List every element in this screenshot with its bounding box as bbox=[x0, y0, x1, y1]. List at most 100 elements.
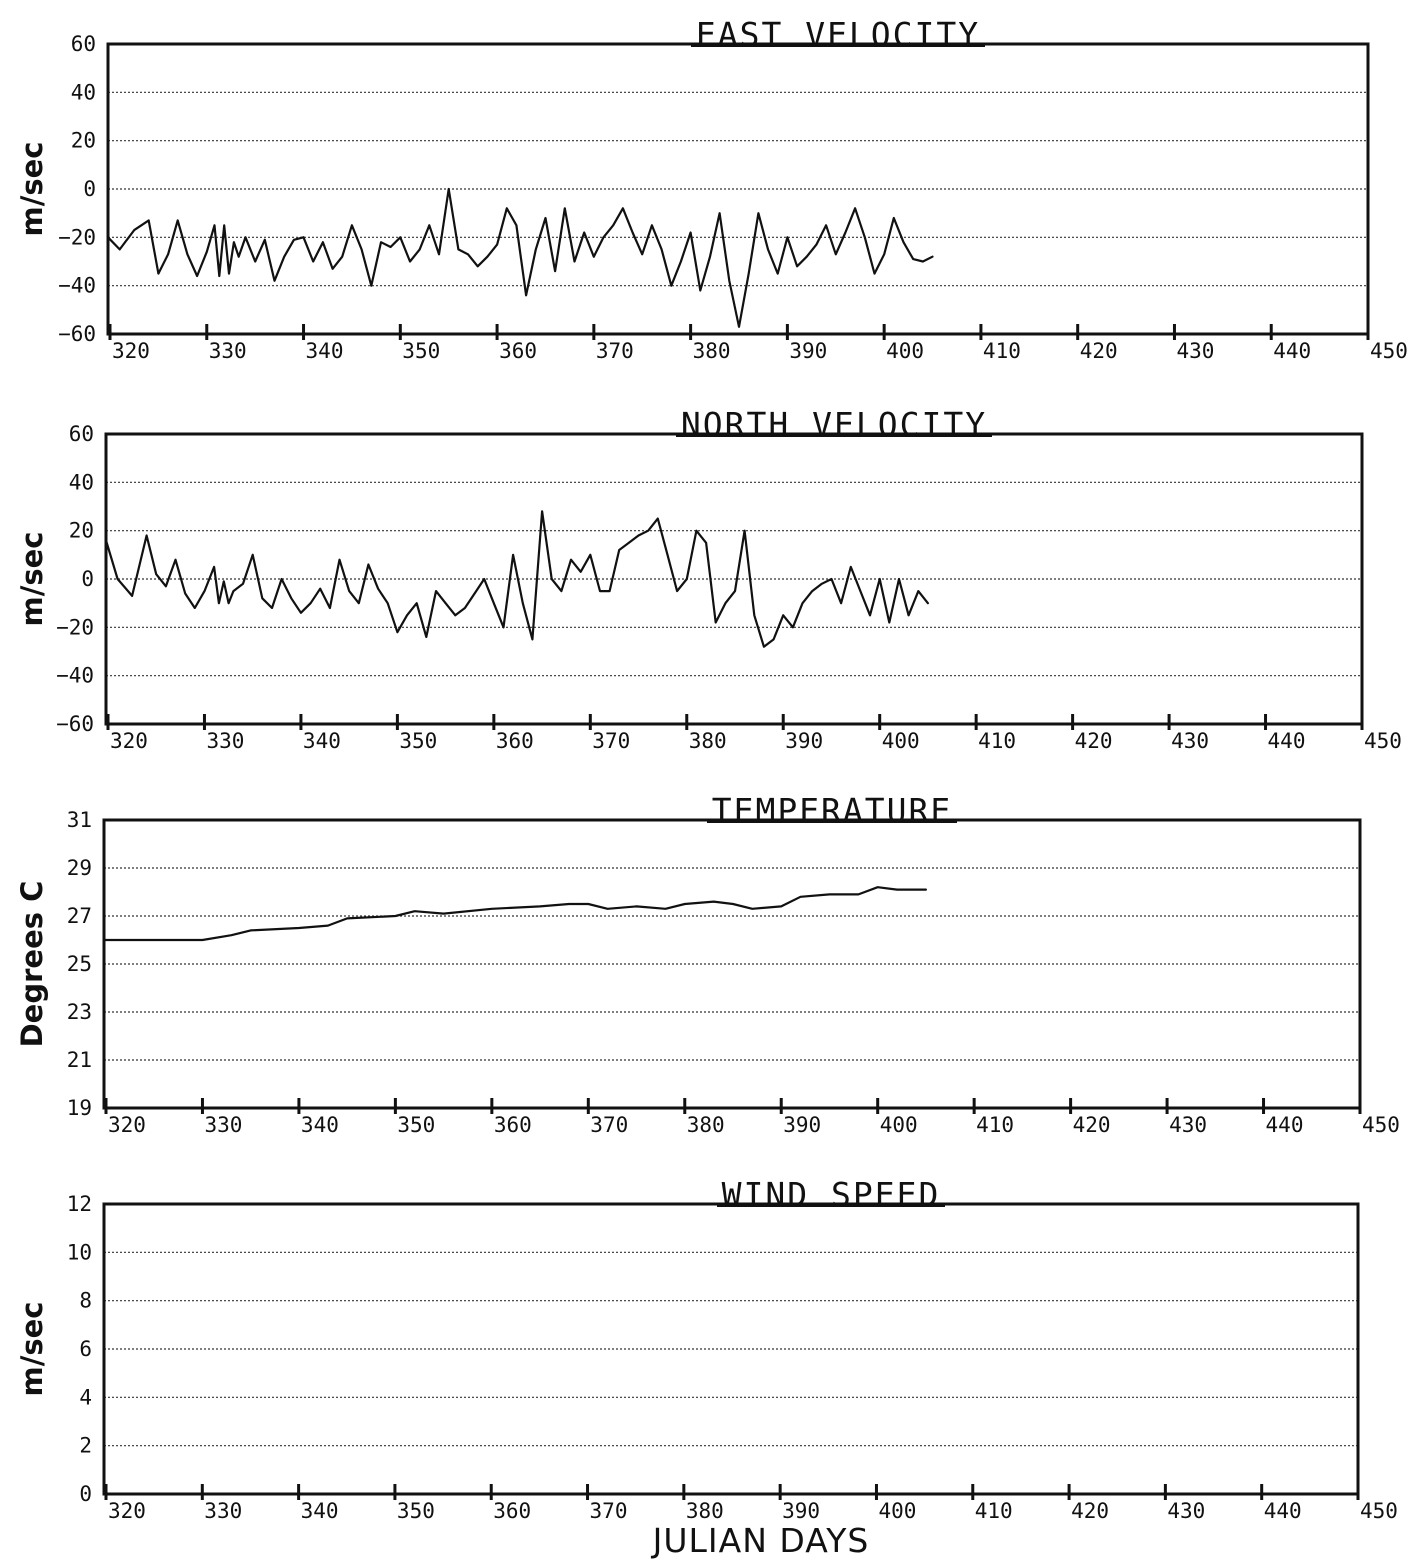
y-tick-label: 10 bbox=[67, 1240, 92, 1264]
y-tick-label: 2 bbox=[79, 1434, 92, 1458]
x-tick-label: 370 bbox=[592, 729, 630, 753]
y-tick-label: −60 bbox=[58, 322, 96, 346]
x-tick-label: 360 bbox=[496, 729, 534, 753]
x-tick-label: 380 bbox=[689, 729, 727, 753]
x-tick-label: 330 bbox=[204, 1113, 242, 1137]
y-tick-label: −40 bbox=[58, 274, 96, 298]
x-tick-label: 370 bbox=[590, 1499, 628, 1523]
x-tick-label: 330 bbox=[204, 1499, 242, 1523]
x-tick-label: 340 bbox=[301, 1113, 339, 1137]
x-tick-label: 430 bbox=[1176, 339, 1214, 363]
y-tick-label: 20 bbox=[71, 129, 96, 153]
x-tick-label: 390 bbox=[789, 339, 827, 363]
y-tick-label: 0 bbox=[81, 567, 94, 591]
x-tick-label: 430 bbox=[1171, 729, 1209, 753]
y-tick-label: 23 bbox=[67, 1000, 92, 1024]
y-tick-label: 0 bbox=[79, 1482, 92, 1506]
x-tick-label: 400 bbox=[878, 1499, 916, 1523]
x-axis-label: JULIAN DAYS bbox=[651, 1521, 870, 1560]
y-tick-label: 20 bbox=[69, 519, 94, 543]
y-tick-label: 21 bbox=[67, 1048, 92, 1072]
x-tick-label: 450 bbox=[1364, 729, 1402, 753]
x-tick-label: 390 bbox=[785, 729, 823, 753]
series-line bbox=[106, 511, 928, 646]
x-tick-label: 350 bbox=[399, 729, 437, 753]
y-tick-label: 27 bbox=[67, 904, 92, 928]
y-tick-label: 6 bbox=[79, 1337, 92, 1361]
x-tick-label: 450 bbox=[1370, 339, 1408, 363]
chart-title: NORTH VELOCITY bbox=[681, 405, 987, 444]
y-tick-label: −20 bbox=[58, 225, 96, 249]
x-tick-label: 410 bbox=[975, 1499, 1013, 1523]
x-tick-label: 360 bbox=[494, 1113, 532, 1137]
x-tick-label: 320 bbox=[110, 729, 148, 753]
y-tick-label: 40 bbox=[71, 80, 96, 104]
x-tick-label: 430 bbox=[1169, 1113, 1207, 1137]
x-tick-label: 440 bbox=[1273, 339, 1311, 363]
x-tick-label: 350 bbox=[397, 1113, 435, 1137]
series-line bbox=[108, 189, 933, 327]
panel-east-velocity: 60 40 20 0 −20 −40 −60 320 330 340 350 360 370 380 390… bbox=[15, 15, 1408, 363]
x-tick-label: 440 bbox=[1264, 1499, 1302, 1523]
y-tick-label: 19 bbox=[67, 1096, 92, 1120]
x-tick-label: 420 bbox=[1080, 339, 1118, 363]
x-tick-label: 400 bbox=[880, 1113, 918, 1137]
y-tick-label: 25 bbox=[67, 952, 92, 976]
x-tick-label: 410 bbox=[978, 729, 1016, 753]
y-tick-label: 0 bbox=[83, 177, 96, 201]
x-tick-label: 440 bbox=[1266, 1113, 1304, 1137]
x-tick-label: 340 bbox=[303, 729, 341, 753]
chart-title: WIND SPEED bbox=[722, 1175, 941, 1214]
x-tick-label: 450 bbox=[1362, 1113, 1400, 1137]
y-axis-label: Degrees C bbox=[15, 881, 49, 1048]
y-axis-label: m/sec bbox=[15, 1302, 49, 1397]
x-tick-label: 390 bbox=[783, 1113, 821, 1137]
y-tick-label: 4 bbox=[79, 1385, 92, 1409]
x-tick-label: 380 bbox=[686, 1499, 724, 1523]
chart-title: TEMPERATURE bbox=[712, 791, 953, 830]
x-tick-label: 420 bbox=[1073, 1113, 1111, 1137]
x-tick-label: 390 bbox=[782, 1499, 820, 1523]
panel-temperature: 31 29 27 25 23 21 19 320 330 340 350 360 370 380 390 40… bbox=[15, 791, 1400, 1137]
x-tick-label: 370 bbox=[590, 1113, 628, 1137]
y-tick-label: −20 bbox=[56, 615, 94, 639]
x-tick-label: 340 bbox=[306, 339, 344, 363]
x-tick-label: 320 bbox=[112, 339, 150, 363]
x-tick-label: 450 bbox=[1360, 1499, 1398, 1523]
y-axis-label: m/sec bbox=[15, 532, 49, 627]
y-tick-label: 29 bbox=[67, 856, 92, 880]
x-tick-label: 370 bbox=[596, 339, 634, 363]
y-tick-label: 31 bbox=[67, 808, 92, 832]
x-tick-label: 380 bbox=[693, 339, 731, 363]
x-tick-label: 330 bbox=[209, 339, 247, 363]
x-tick-label: 340 bbox=[301, 1499, 339, 1523]
x-tick-label: 400 bbox=[882, 729, 920, 753]
panel-north-velocity: 60 40 20 0 −20 −40 −60 320 330 340 350 360 370 380 390… bbox=[15, 405, 1402, 753]
x-tick-label: 360 bbox=[493, 1499, 531, 1523]
y-tick-label: −60 bbox=[56, 712, 94, 736]
x-tick-label: 320 bbox=[108, 1113, 146, 1137]
y-tick-label: 40 bbox=[69, 470, 94, 494]
y-tick-label: 60 bbox=[69, 422, 94, 446]
x-tick-label: 430 bbox=[1167, 1499, 1205, 1523]
y-tick-label: −40 bbox=[56, 664, 94, 688]
x-tick-label: 350 bbox=[397, 1499, 435, 1523]
x-tick-label: 330 bbox=[206, 729, 244, 753]
y-tick-label: 60 bbox=[71, 32, 96, 56]
x-tick-label: 380 bbox=[687, 1113, 725, 1137]
chart-title: EAST VELOCITY bbox=[696, 15, 980, 54]
y-tick-label: 12 bbox=[67, 1192, 92, 1216]
series-line bbox=[104, 887, 926, 940]
x-tick-label: 420 bbox=[1075, 729, 1113, 753]
x-tick-label: 410 bbox=[976, 1113, 1014, 1137]
y-tick-label: 8 bbox=[79, 1289, 92, 1313]
x-tick-label: 400 bbox=[886, 339, 924, 363]
x-tick-label: 360 bbox=[499, 339, 537, 363]
y-axis-label: m/sec bbox=[15, 142, 49, 237]
x-tick-label: 410 bbox=[983, 339, 1021, 363]
x-tick-label: 420 bbox=[1071, 1499, 1109, 1523]
x-tick-label: 320 bbox=[108, 1499, 146, 1523]
x-tick-label: 350 bbox=[402, 339, 440, 363]
